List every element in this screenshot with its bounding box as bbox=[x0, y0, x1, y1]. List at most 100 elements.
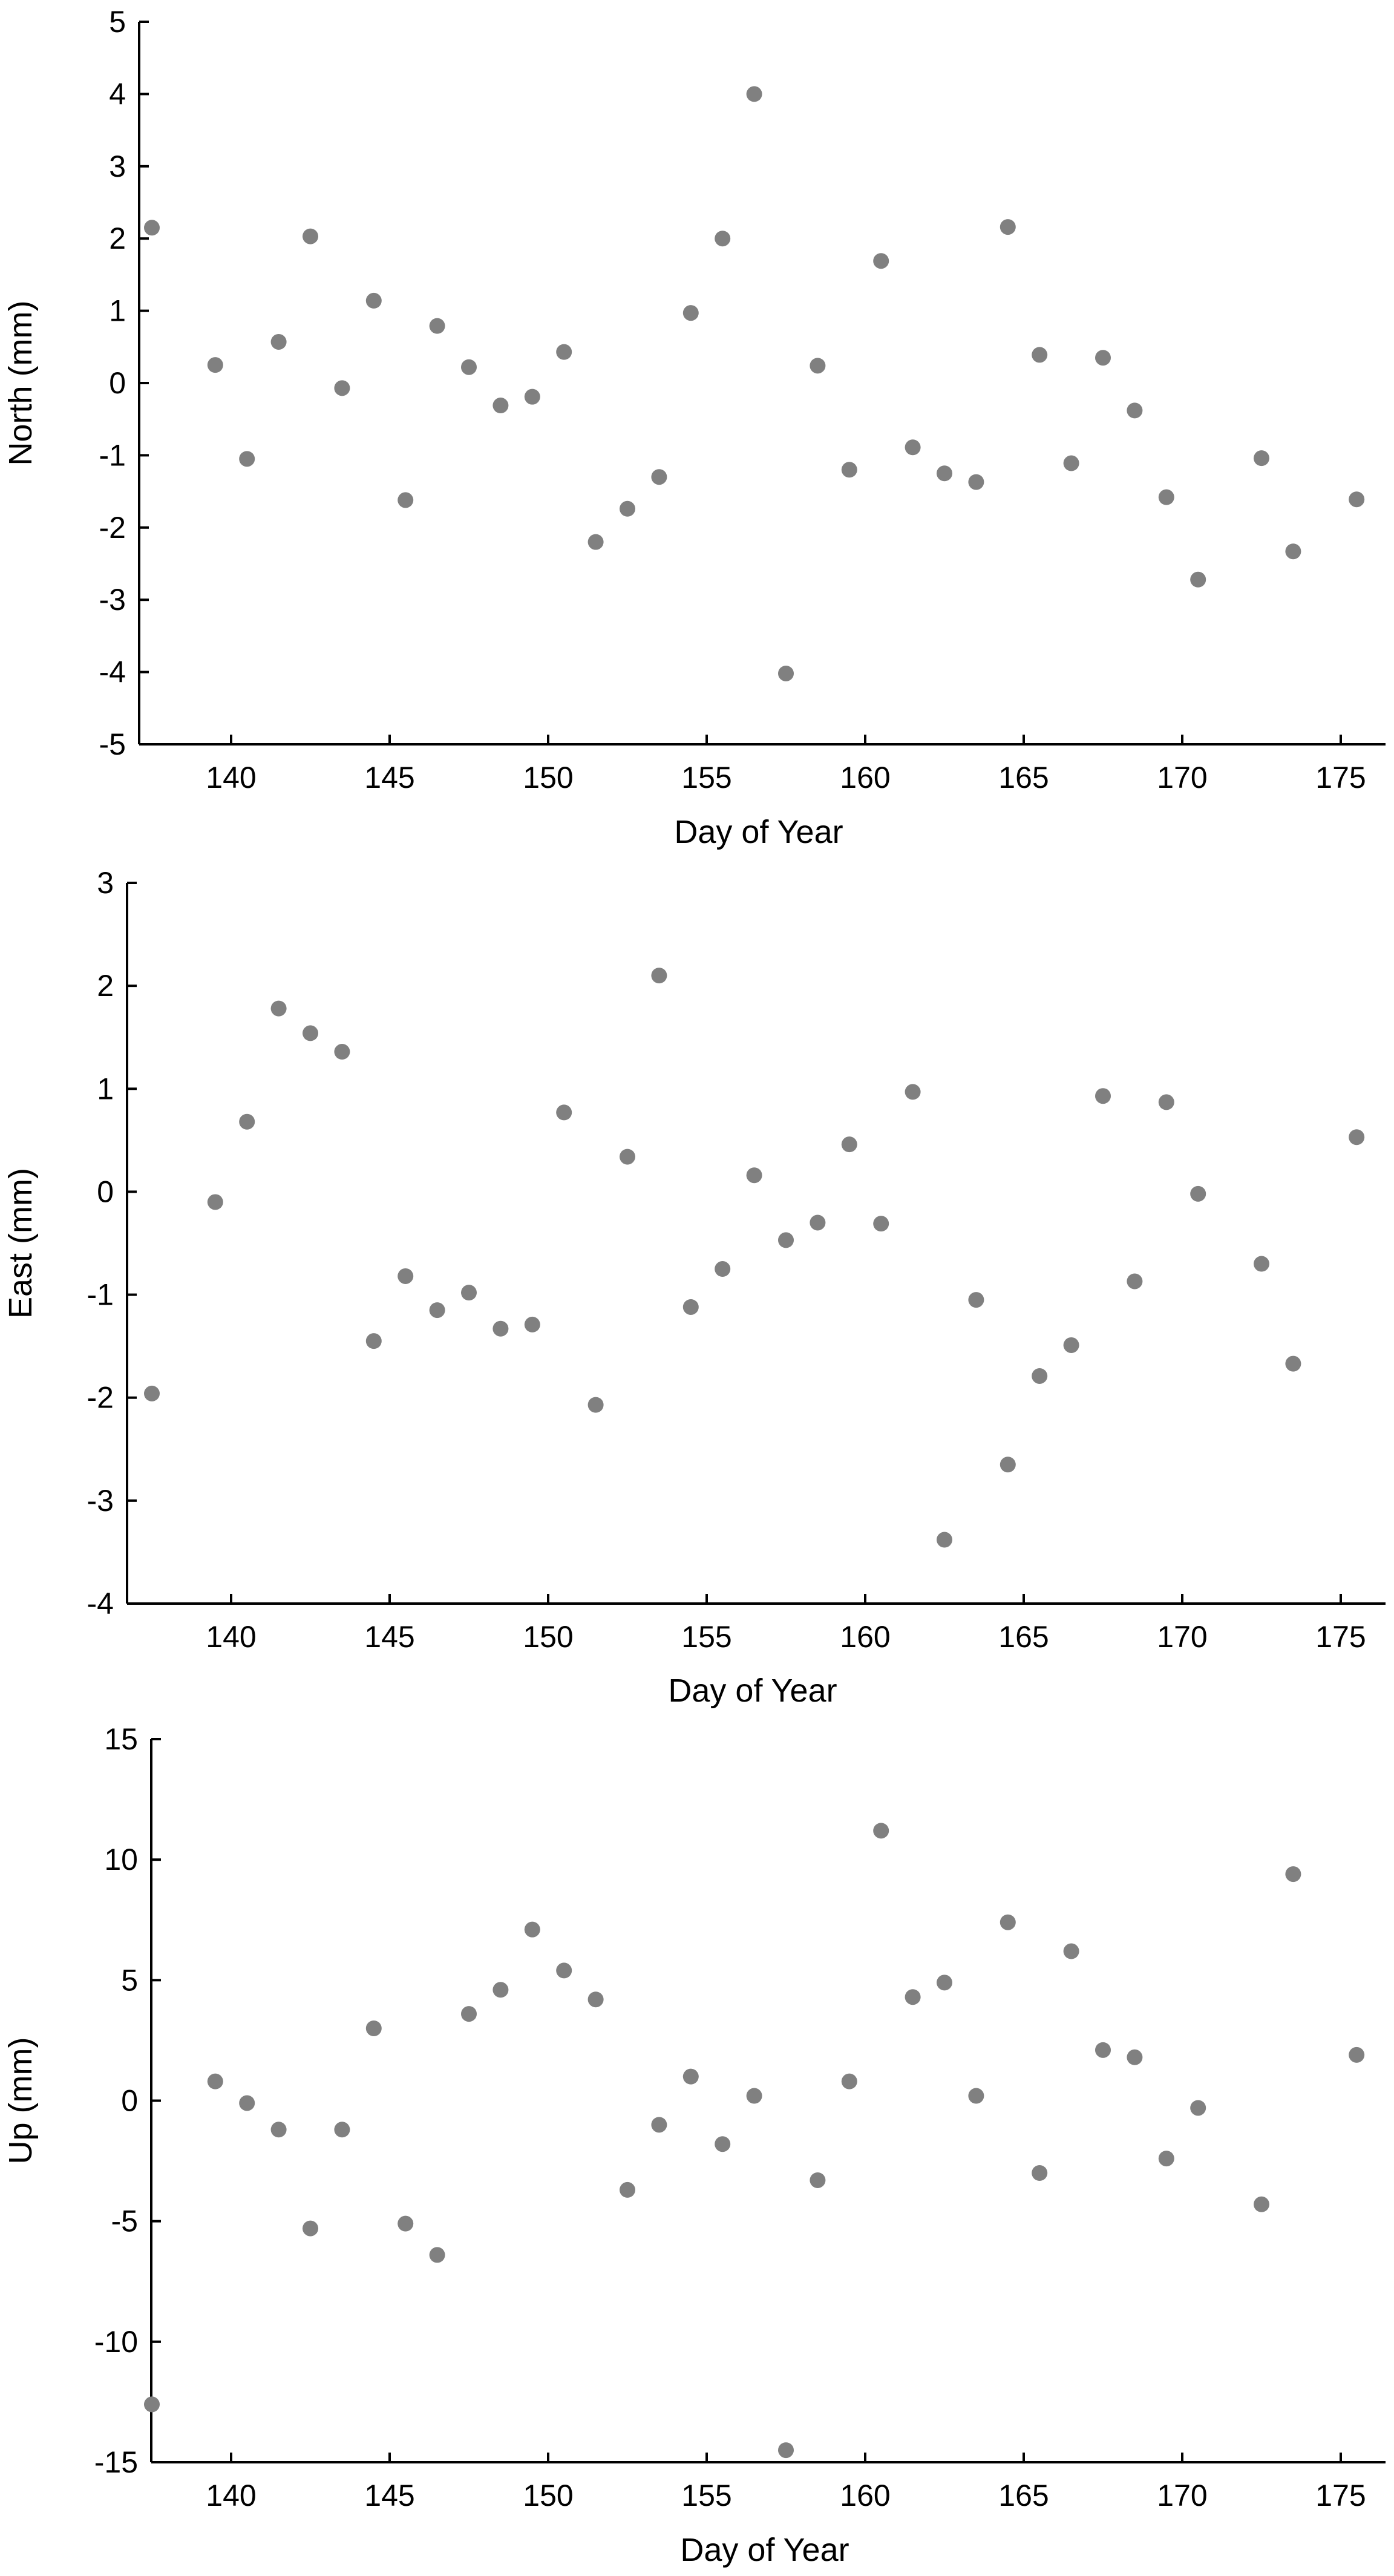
data-point bbox=[905, 1084, 921, 1100]
data-point bbox=[651, 469, 667, 485]
y-tick-label: -3 bbox=[99, 583, 126, 617]
y-tick-label: 5 bbox=[109, 5, 126, 39]
data-point bbox=[1158, 489, 1174, 505]
data-point bbox=[207, 2073, 223, 2089]
y-tick-label: 10 bbox=[104, 1843, 138, 1876]
data-point bbox=[715, 2136, 731, 2152]
data-point bbox=[778, 1232, 794, 1248]
data-point bbox=[492, 1982, 509, 1998]
data-point bbox=[778, 2442, 794, 2459]
data-point bbox=[873, 253, 889, 269]
data-point bbox=[1349, 1129, 1365, 1145]
x-tick-label: 150 bbox=[523, 1620, 573, 1654]
y-axis-label: North (mm) bbox=[2, 301, 39, 466]
data-point bbox=[1127, 1273, 1143, 1290]
data-point bbox=[620, 500, 635, 517]
y-tick-label: -4 bbox=[87, 1587, 114, 1621]
data-point bbox=[365, 1333, 382, 1349]
data-point bbox=[746, 2088, 762, 2104]
data-point bbox=[841, 2073, 857, 2089]
x-tick-label: 170 bbox=[1157, 2479, 1207, 2512]
y-tick-label: -1 bbox=[99, 438, 126, 472]
data-point bbox=[303, 228, 318, 244]
data-point bbox=[620, 2181, 635, 2198]
data-point bbox=[144, 220, 160, 236]
x-tick-label: 145 bbox=[364, 761, 414, 795]
data-point bbox=[1127, 2049, 1143, 2065]
data-point bbox=[651, 968, 667, 984]
data-point bbox=[968, 2088, 984, 2104]
x-tick-label: 155 bbox=[681, 761, 731, 795]
data-point bbox=[207, 1194, 223, 1210]
x-tick-label: 150 bbox=[523, 761, 573, 795]
y-tick-label: -5 bbox=[111, 2204, 138, 2238]
x-tick-label: 170 bbox=[1157, 1620, 1207, 1654]
x-tick-label: 145 bbox=[364, 2479, 414, 2512]
data-point bbox=[398, 492, 414, 508]
data-point bbox=[398, 1268, 414, 1284]
data-point bbox=[587, 1397, 604, 1413]
x-tick-label: 155 bbox=[681, 1620, 731, 1654]
data-point bbox=[1063, 1337, 1079, 1353]
data-point bbox=[841, 462, 857, 478]
data-point bbox=[556, 1962, 572, 1979]
data-point bbox=[461, 359, 477, 375]
data-point bbox=[715, 231, 731, 247]
x-tick-label: 160 bbox=[840, 1620, 890, 1654]
y-tick-label: 0 bbox=[97, 1175, 114, 1208]
data-point bbox=[398, 2215, 414, 2232]
data-point bbox=[651, 2117, 667, 2133]
x-tick-label: 140 bbox=[206, 761, 256, 795]
data-point bbox=[587, 1991, 604, 2008]
data-point bbox=[144, 2396, 160, 2413]
data-point bbox=[1190, 571, 1206, 588]
x-tick-label: 165 bbox=[998, 761, 1049, 795]
y-tick-label: -10 bbox=[94, 2325, 138, 2359]
data-point bbox=[1095, 350, 1111, 366]
data-point bbox=[937, 465, 952, 482]
y-tick-label: 1 bbox=[109, 294, 126, 328]
data-point bbox=[1032, 347, 1048, 363]
y-tick-label: -15 bbox=[94, 2445, 138, 2479]
data-point bbox=[207, 357, 223, 373]
data-point bbox=[620, 1149, 635, 1165]
data-point bbox=[524, 388, 540, 405]
y-tick-label: 15 bbox=[104, 1722, 138, 1756]
chart-panel-north: -5 -4 -3 -2 -1 0 1 2 3 4 5 140 145 150 155 160 165 170 175… bbox=[2, 5, 1386, 850]
data-point bbox=[239, 2095, 255, 2111]
data-point bbox=[1158, 1094, 1174, 1110]
data-point bbox=[746, 86, 762, 102]
data-point bbox=[1127, 402, 1143, 419]
y-tick-label: 3 bbox=[97, 866, 114, 900]
y-tick-label: 0 bbox=[121, 2084, 138, 2118]
x-axis-label: Day of Year bbox=[680, 2532, 849, 2568]
data-point bbox=[334, 380, 350, 396]
x-tick-label: 160 bbox=[840, 2479, 890, 2512]
data-point bbox=[841, 1136, 857, 1153]
data-point bbox=[1285, 1355, 1301, 1372]
data-point bbox=[303, 1025, 318, 1041]
data-point bbox=[556, 344, 572, 360]
data-point bbox=[461, 1285, 477, 1301]
x-tick-label: 160 bbox=[840, 761, 890, 795]
data-point bbox=[239, 1113, 255, 1130]
data-point bbox=[1095, 1088, 1111, 1104]
y-tick-label: 2 bbox=[109, 221, 126, 255]
data-point bbox=[303, 2220, 318, 2237]
data-point bbox=[1254, 1256, 1269, 1272]
data-point bbox=[556, 1104, 572, 1121]
data-point bbox=[429, 2247, 445, 2263]
data-point bbox=[1063, 455, 1079, 471]
y-tick-label: 5 bbox=[121, 1963, 138, 1997]
data-point bbox=[492, 1320, 509, 1337]
y-tick-label: -4 bbox=[99, 655, 126, 689]
data-point bbox=[1285, 543, 1301, 560]
data-point bbox=[239, 451, 255, 467]
y-tick-label: -5 bbox=[99, 727, 126, 761]
data-point bbox=[1349, 2047, 1365, 2063]
data-point bbox=[524, 1921, 540, 1938]
data-point bbox=[1190, 1185, 1206, 1202]
data-point bbox=[144, 1385, 160, 1401]
data-point bbox=[937, 1532, 952, 1548]
